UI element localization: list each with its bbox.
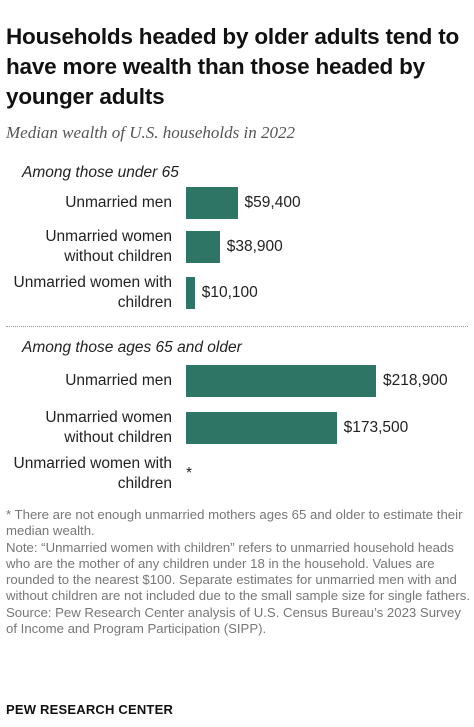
bar xyxy=(186,277,195,309)
value-label: * xyxy=(186,465,193,482)
bar xyxy=(186,187,238,219)
value-label: $173,500 xyxy=(343,419,409,436)
group-label: Among those ages 65 and older xyxy=(22,339,242,356)
chart-title: Households headed by older adults tend t… xyxy=(6,24,460,109)
bar xyxy=(186,412,337,444)
group-label: Among those under 65 xyxy=(22,164,179,181)
section-divider xyxy=(6,326,468,327)
chart-subtitle: Median wealth of U.S. households in 2022 xyxy=(6,123,295,142)
value-label: $38,900 xyxy=(226,238,283,255)
value-label: $218,900 xyxy=(383,372,448,389)
category-label: Unmarried women without children xyxy=(45,409,172,446)
category-label: Unmarried women with children xyxy=(13,455,173,492)
category-label: Unmarried women without children xyxy=(45,228,172,265)
category-label: Unmarried women with children xyxy=(13,274,173,311)
footnote-asterisk: * There are not enough unmarried mothers… xyxy=(6,507,463,539)
notes-block: * There are not enough unmarried mothers… xyxy=(6,507,470,637)
source-text: Source: Pew Research Center analysis of … xyxy=(6,604,461,637)
value-label: $10,100 xyxy=(201,284,258,301)
pew-logo-text: PEW RESEARCH CENTER xyxy=(6,702,174,717)
bar xyxy=(186,365,376,397)
bar xyxy=(186,231,220,263)
note-text: Note: “Unmarried women with children” re… xyxy=(6,539,471,604)
category-label: Unmarried men xyxy=(65,372,172,389)
category-label: Unmarried men xyxy=(65,194,172,211)
value-label: $59,400 xyxy=(244,194,301,211)
